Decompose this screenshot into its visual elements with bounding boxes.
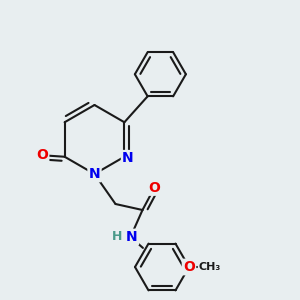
Text: H: H [112,230,122,244]
Text: O: O [148,181,160,194]
Text: N: N [122,151,134,165]
Text: N: N [89,167,100,181]
Text: O: O [36,148,48,162]
Text: O: O [183,260,195,274]
Text: N: N [126,230,138,244]
Text: CH₃: CH₃ [199,262,221,272]
